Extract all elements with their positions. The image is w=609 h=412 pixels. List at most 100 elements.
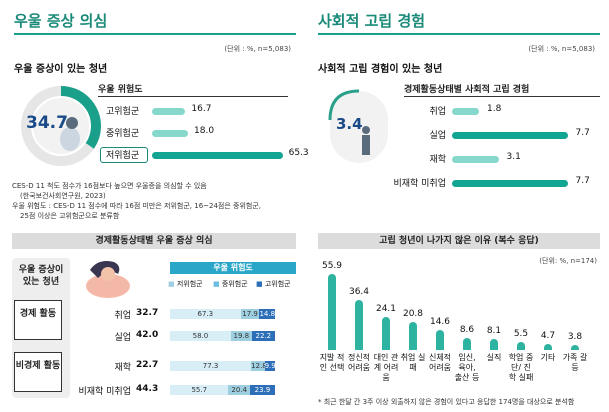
risk-bar <box>152 108 186 115</box>
risk-bar <box>152 130 188 137</box>
risk-col-low: ■ 저위험군 <box>168 280 203 288</box>
depression-donut <box>21 86 101 166</box>
risk-legend-rule <box>98 96 288 97</box>
isolation-figure <box>328 89 388 163</box>
stack-seg-high: 9.9 <box>264 361 276 371</box>
reason-bar-value: 24.1 <box>375 304 397 315</box>
stack-seg-mid: 19.8 <box>230 331 252 341</box>
reason-bar-value: 3.8 <box>567 331 583 342</box>
table-row-label: 비재학 미취업 <box>78 387 131 397</box>
stack-seg-low: 55.7 <box>170 385 229 395</box>
group-noneconomic: 비경제 활동 <box>14 352 62 392</box>
reason-category-label: 학업 중단/ 진학 실패 <box>508 353 534 382</box>
reason-bar-value: 8.6 <box>459 325 475 336</box>
reason-bar <box>544 343 552 350</box>
stacked-rows: 취업 32.7 67.3 17.9 14.8 실업 42.0 58.0 19.8 22.2 재학 22… <box>70 300 296 400</box>
note-1: CES-D 11 척도 점수가 16점보다 높으면 우울증을 의심할 수 있음 <box>12 182 207 190</box>
reason-bar-value: 5.5 <box>513 329 529 340</box>
isolation-legend-title: 경제활동상태별 사회적 고립 경험 <box>404 85 530 95</box>
person-illustration <box>86 261 130 298</box>
figure-illustration <box>60 127 80 151</box>
table-row-total: 42.0 <box>136 330 159 340</box>
reasons-chart: 55.9 지발 적인 선택 36.4 정신적 어려움 24.1 대인 관계 어려움 20.8… <box>318 260 602 392</box>
right-unit: (단위 : %, n=5,083) <box>528 45 595 53</box>
isolation-bar-value: 7.7 <box>575 176 590 186</box>
left-title-rule <box>14 33 296 35</box>
isolation-bar-label: 비재학 미취업 <box>393 179 446 189</box>
isolation-bar <box>452 108 479 115</box>
isolation-bars: 취업 1.8 실업 7.7 재학 3.1 비재학 미취업 7.7 <box>393 104 604 194</box>
reason-bar-value: 55.9 <box>321 260 343 271</box>
reason-category-label: 지발 적인 선택 <box>319 353 345 372</box>
right-subtitle: 사회적 고립 경험이 있는 청년 <box>318 64 443 75</box>
reason-category-label: 임신, 육아, 출산 등 <box>454 353 480 382</box>
reason-bar <box>490 338 498 350</box>
depression-donut-value: 34.7 <box>26 113 68 133</box>
isolation-bar-value: 1.8 <box>487 104 502 114</box>
isolation-bar <box>452 156 499 163</box>
reason-bar <box>328 273 336 350</box>
reason-bar <box>571 344 579 350</box>
stack-seg-mid: 17.9 <box>240 309 260 319</box>
isolation-bar <box>452 180 568 187</box>
table-row-total: 32.7 <box>136 308 159 318</box>
stack-seg-high: 22.2 <box>251 331 275 341</box>
isolation-bar-label: 취업 <box>429 107 446 117</box>
reason-bar <box>463 338 471 350</box>
risk-legend-title: 우울 위험도 <box>98 85 143 95</box>
left-section-title: 우울 증상 의심 <box>14 12 108 30</box>
reason-category-label: 기타 <box>540 353 556 362</box>
risk-col-high: ■ 고위험군 <box>256 280 291 288</box>
stack-seg-high: 14.8 <box>259 309 276 319</box>
note-2: (한국보건사회연구원, 2023) <box>20 192 106 200</box>
reason-bar-value: 36.4 <box>348 287 370 298</box>
risk-col-mid: ■ 중위험군 <box>213 280 248 288</box>
table-row-total: 44.3 <box>136 384 159 394</box>
right-title-rule <box>318 33 600 35</box>
risk-bar-label: 고위험군 <box>106 107 140 117</box>
reason-bar <box>409 321 417 350</box>
isolation-value: 3.4 <box>336 115 363 133</box>
group-economic: 경제 활동 <box>14 300 62 340</box>
stack-seg-low: 67.3 <box>170 309 241 319</box>
stack-seg-high: 23.9 <box>249 385 275 395</box>
reason-category-label: 취업 실패 <box>400 353 426 372</box>
risk-highlight <box>100 147 148 163</box>
risk-bars: 고위험군 16.7 중위험군 18.0 저위험군 65.3 <box>100 104 309 174</box>
table-row-total: 22.7 <box>136 360 159 370</box>
isolation-bar <box>452 132 568 139</box>
right-banner: 고립 청년이 나가지 않은 이유 (복수 응답) <box>318 233 600 249</box>
risk-bar-value: 65.3 <box>288 148 309 158</box>
reason-category-label: 신체적 어려움 <box>428 353 452 372</box>
isolation-legend-rule <box>404 96 600 97</box>
isolation-bar-value: 7.7 <box>575 128 590 138</box>
row-header: 우울 증상이 있는 청년 <box>18 265 64 287</box>
note-4: 25점 이상은 고위험군으로 분류함 <box>20 212 120 220</box>
left-subtitle: 우울 증상이 있는 청년 <box>14 64 108 75</box>
right-footnote: * 최근 한달 간 3주 이상 외출하지 않은 경험이 있다고 응답한 174명… <box>318 398 575 406</box>
risk-header: 우울 위험도 <box>170 262 296 274</box>
risk-bar-label: 저위험군 <box>106 151 140 161</box>
reason-bar <box>355 300 363 350</box>
isolation-bar-value: 3.1 <box>506 152 521 162</box>
stack-seg-low: 58.0 <box>170 331 231 341</box>
reason-bar <box>517 342 525 350</box>
risk-bar <box>152 152 283 159</box>
right-section-title: 사회적 고립 경험 <box>318 12 426 30</box>
reason-bar-value: 14.6 <box>429 317 451 328</box>
reason-bar <box>436 330 444 350</box>
stack-seg-mid: 12.8 <box>251 361 267 371</box>
left-notes: CES-D 11 척도 점수가 16점보다 높으면 우울증을 의심할 수 있음 … <box>12 181 302 221</box>
note-3: 우울 위험도 : CES-D 11 점수에 따라 16점 미만은 저위험군, 1… <box>12 202 262 210</box>
left-unit: (단위 : %, n=5,083) <box>224 45 291 53</box>
reason-bar <box>382 317 390 350</box>
stack-seg-low: 77.3 <box>170 361 252 371</box>
risk-bar-value: 16.7 <box>191 104 212 114</box>
reason-bar-value: 20.8 <box>402 308 424 319</box>
isolation-bar-label: 재학 <box>429 155 446 165</box>
reason-category-label: 가족 갈등 <box>562 353 588 372</box>
right-unit2: (단위: %, n=174) <box>539 257 597 265</box>
table-row-label: 취업 <box>114 311 131 321</box>
table-row-label: 재학 <box>114 363 131 373</box>
risk-bar-value: 18.0 <box>194 126 215 136</box>
